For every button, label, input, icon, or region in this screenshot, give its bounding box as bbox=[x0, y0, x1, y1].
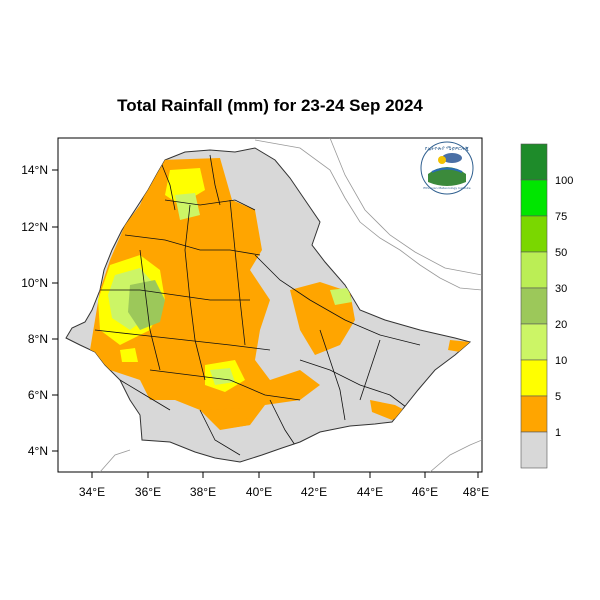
y-tick-label: 8°N bbox=[28, 332, 48, 346]
x-tick-label: 34°E bbox=[79, 485, 105, 499]
legend-label: 20 bbox=[555, 319, 567, 331]
x-axis: 34°E 36°E 38°E 40°E 42°E 44°E 46°E 48°E bbox=[79, 472, 489, 499]
legend-colorbar: 100 75 50 30 20 10 5 1 bbox=[520, 143, 573, 469]
map-title: Total Rainfall (mm) for 23-24 Sep 2024 bbox=[117, 96, 423, 115]
legend-label: 75 bbox=[555, 211, 567, 223]
legend-label: 10 bbox=[555, 355, 567, 367]
y-tick-label: 12°N bbox=[21, 220, 48, 234]
x-tick-label: 48°E bbox=[463, 485, 489, 499]
y-tick-label: 10°N bbox=[21, 276, 48, 290]
legend-label: 100 bbox=[555, 175, 573, 187]
svg-text:Ethiopian Meteorology Institut: Ethiopian Meteorology Institute bbox=[423, 186, 470, 190]
rainfall-overlay bbox=[90, 154, 470, 456]
svg-text:የኢትዮጵያ ሜቲዎሮሎጂ: የኢትዮጵያ ሜቲዎሮሎጂ bbox=[425, 146, 470, 152]
y-axis: 14°N 12°N 10°N 8°N 6°N 4°N bbox=[21, 163, 58, 458]
neighbor-borders bbox=[254, 139, 482, 291]
legend-label: 50 bbox=[555, 247, 567, 259]
institute-logo: የኢትዮጵያ ሜቲዎሮሎጂ Ethiopian Meteorology Inst… bbox=[420, 141, 474, 195]
y-tick-label: 14°N bbox=[21, 163, 48, 177]
x-tick-label: 46°E bbox=[412, 485, 438, 499]
legend-label: 1 bbox=[555, 427, 561, 439]
x-tick-label: 42°E bbox=[301, 485, 327, 499]
legend-label: 5 bbox=[555, 391, 561, 403]
x-tick-label: 44°E bbox=[357, 485, 383, 499]
x-tick-label: 40°E bbox=[246, 485, 272, 499]
x-tick-label: 38°E bbox=[190, 485, 216, 499]
x-tick-label: 36°E bbox=[135, 485, 161, 499]
y-tick-label: 6°N bbox=[28, 388, 48, 402]
legend-label: 30 bbox=[555, 283, 567, 295]
y-tick-label: 4°N bbox=[28, 444, 48, 458]
